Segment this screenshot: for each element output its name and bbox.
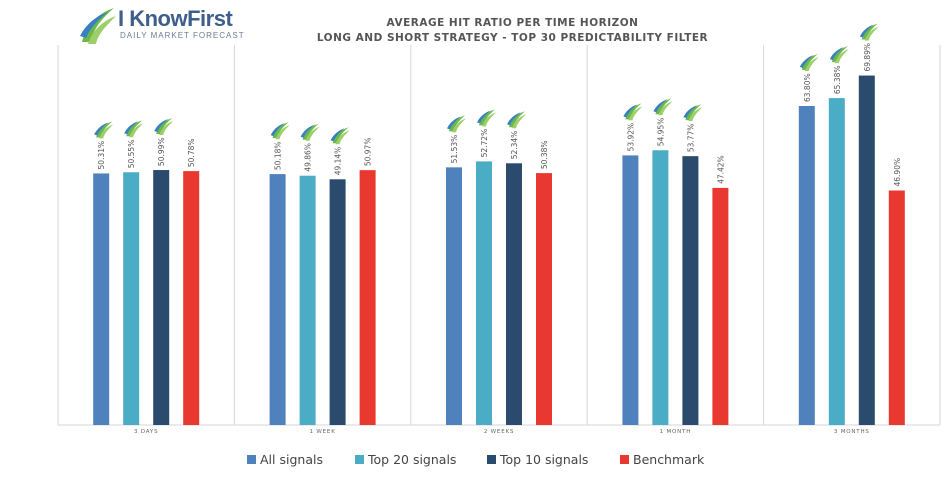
logo-mark-icon — [270, 122, 290, 140]
logo-mark-icon — [507, 111, 526, 129]
data-label: 50.99% — [157, 137, 166, 166]
legend-label: Top 10 signals — [500, 452, 589, 467]
chart-title: AVERAGE HIT RATIO PER TIME HORIZON — [386, 17, 639, 29]
logo-mark-icon — [154, 118, 174, 136]
legend-item: Benchmark — [620, 452, 704, 467]
data-label: 50.18% — [274, 141, 283, 170]
logo-mark-icon — [447, 115, 466, 133]
legend-item: All signals — [247, 452, 323, 467]
x-tick-label: 2 WEEKS — [484, 429, 514, 435]
legend-item: Top 20 signals — [355, 452, 456, 467]
data-label: 53.77% — [686, 124, 695, 153]
logo-mark-icon — [799, 54, 819, 71]
bar-benchmark — [359, 170, 376, 425]
bar-top-10-signals — [682, 156, 699, 425]
data-label: 52.72% — [480, 129, 489, 158]
bar-benchmark — [888, 190, 905, 425]
legend-item: Top 10 signals — [487, 452, 588, 467]
logo-mark-icon — [683, 104, 703, 122]
data-label: 50.31% — [97, 141, 106, 170]
logo-mark-icon — [124, 120, 144, 138]
data-label: 65.38% — [833, 65, 842, 94]
logo-mark-icon — [94, 121, 114, 139]
logo-mark-icon — [829, 46, 849, 64]
data-label: 50.78% — [187, 138, 196, 167]
logo-mark-icon — [859, 23, 879, 41]
bar-top-10-signals — [329, 179, 346, 425]
logo-mark-icon — [477, 109, 496, 127]
bar-top-10-signals — [153, 170, 170, 425]
legend-label: Top 20 signals — [368, 452, 457, 467]
bar-benchmark — [712, 187, 729, 425]
data-label: 50.97% — [364, 138, 373, 167]
legend-label: Benchmark — [633, 452, 705, 467]
data-label: 50.38% — [540, 140, 549, 169]
bar-all-signals — [622, 155, 639, 425]
logo-mark-icon — [300, 123, 320, 141]
bar-top-20-signals — [652, 150, 669, 425]
bar-benchmark — [183, 171, 200, 425]
bar-top-20-signals — [123, 172, 140, 425]
logo-mark-icon — [653, 98, 673, 116]
logo-tagline: DAILY MARKET FORECAST — [120, 31, 245, 40]
legend-swatch — [620, 455, 629, 464]
logo-title: I KnowFirst — [118, 6, 233, 31]
bar-all-signals — [269, 174, 286, 425]
legend-swatch — [247, 455, 256, 464]
logo-swoosh-icon — [80, 8, 116, 44]
legend-swatch — [355, 455, 364, 464]
data-label: 69.89% — [863, 43, 872, 72]
bar-all-signals — [93, 173, 110, 425]
logo-mark-icon — [330, 127, 350, 145]
i-know-first-logo: I KnowFirst DAILY MARKET FORECAST — [78, 4, 248, 46]
data-label: 49.14% — [334, 147, 343, 176]
x-tick-label: 1 WEEK — [310, 429, 336, 435]
bar-benchmark — [536, 173, 552, 425]
data-label: 53.92% — [626, 123, 635, 152]
data-label: 54.95% — [656, 118, 665, 147]
bar-top-20-signals — [476, 161, 492, 425]
legend-label: All signals — [260, 452, 323, 467]
logo-mark-icon — [623, 103, 643, 121]
bar-top-10-signals — [506, 163, 522, 426]
bar-top-20-signals — [828, 98, 845, 425]
bar-all-signals — [798, 106, 815, 425]
legend-swatch — [487, 455, 496, 464]
data-label: 52.34% — [510, 131, 519, 160]
x-tick-label: 1 MONTH — [660, 429, 692, 435]
x-tick-label: 3 MONTHS — [834, 429, 870, 435]
data-label: 50.55% — [127, 140, 136, 169]
chart-subtitle: LONG AND SHORT STRATEGY - TOP 30 PREDICT… — [316, 32, 709, 44]
chart-legend: All signals Top 20 signals Top 10 signals B… — [0, 452, 945, 472]
data-label: 46.90% — [893, 158, 902, 187]
data-label: 47.42% — [716, 155, 725, 184]
bar-top-20-signals — [299, 175, 316, 425]
bar-all-signals — [446, 167, 462, 425]
data-label: 63.80% — [803, 73, 812, 102]
x-tick-label: 3 DAYS — [134, 429, 158, 435]
data-label: 49.86% — [304, 143, 313, 172]
bar-top-10-signals — [858, 75, 875, 426]
data-label: 51.53% — [450, 135, 459, 164]
bar-chart: 50.31% 50.55% 50.99% 50.78% 3 DAYS 50.18% 49.8… — [57, 23, 941, 435]
